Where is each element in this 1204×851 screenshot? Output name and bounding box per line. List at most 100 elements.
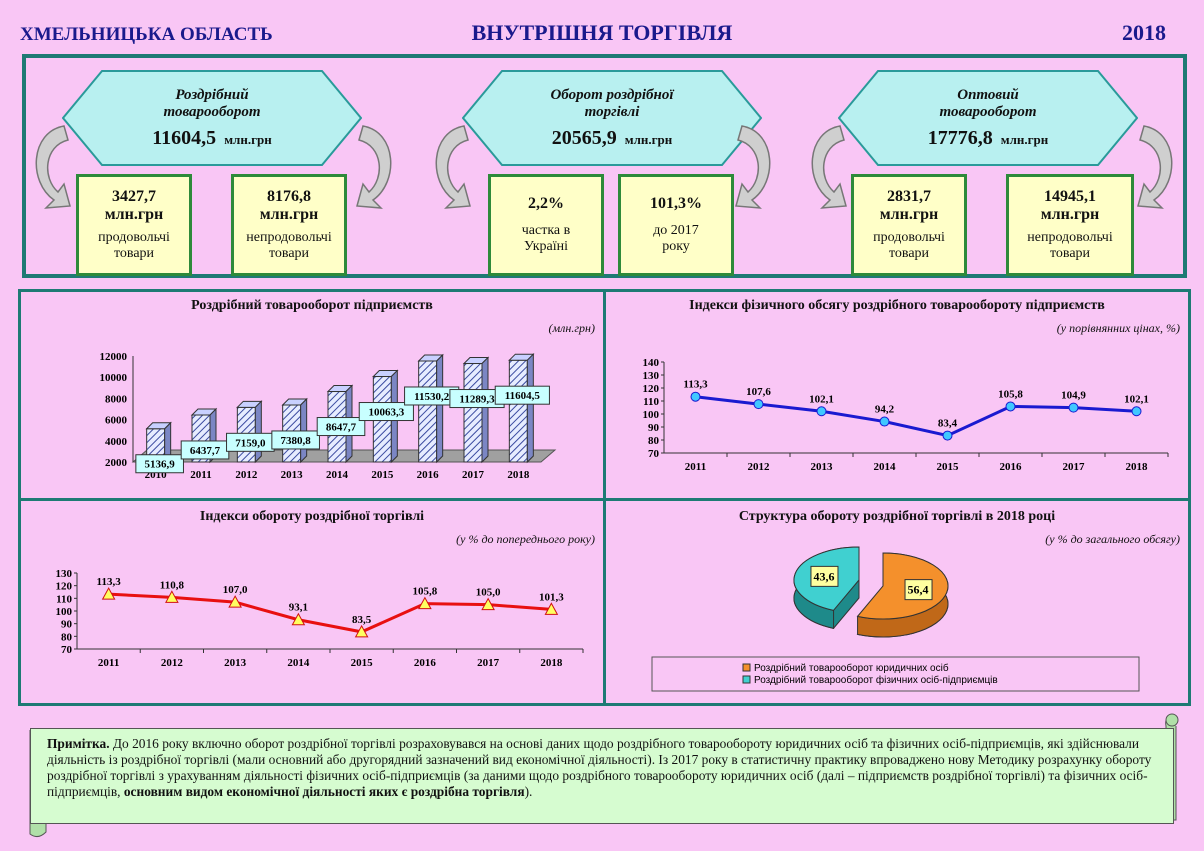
pie-chart: 56,4 43,6 Роздрібний товарооборот юридични… <box>651 546 1140 692</box>
data-label: 107,6 <box>746 386 771 398</box>
hex-value: 20565,9 <box>551 126 617 149</box>
data-label: 11289,3 <box>459 394 495 406</box>
data-point <box>228 595 242 608</box>
data-point <box>354 624 369 638</box>
data-label: 43,6 <box>813 569 834 583</box>
data-label: 102,1 <box>809 393 834 405</box>
bar <box>508 359 528 463</box>
box-label: товари <box>1049 246 1091 261</box>
nonfood-wholesale-box: 14945,1 млн.грн непродовольчі товари <box>1006 174 1134 276</box>
data-label: 105,8 <box>998 388 1023 400</box>
data-label-box <box>494 385 550 405</box>
chart-unit: (у % до попереднього року) <box>456 532 595 546</box>
x-tick-label: 2016 <box>1000 461 1023 473</box>
x-tick-label: 2018 <box>507 469 530 481</box>
data-label: 10063,3 <box>368 407 404 419</box>
y-tick-label: 70 <box>648 448 660 460</box>
chart-title: Індекси обороту роздрібної торгівлі <box>199 509 425 524</box>
note-end: ). <box>524 784 533 799</box>
y-tick-label: 80 <box>648 435 660 447</box>
data-label: 11604,5 <box>505 390 541 402</box>
x-tick-label: 2017 <box>477 657 500 669</box>
data-point <box>816 406 827 417</box>
hex-retail-trade-turnover: Оборот роздрібної торгівлі 20565,9 млн.грн <box>462 70 762 166</box>
y-tick-label: 8000 <box>105 393 128 405</box>
box-unit: млн.грн <box>879 206 939 223</box>
year-label: 2018 <box>1122 20 1166 45</box>
data-label-box <box>358 402 414 422</box>
x-tick-label: 2018 <box>1126 461 1149 473</box>
box-label: продовольчі <box>98 230 170 245</box>
x-tick-label: 2017 <box>462 469 485 481</box>
box-label: Україні <box>524 239 568 254</box>
hex-value: 17776,8 <box>927 126 993 149</box>
data-label: 83,5 <box>352 614 372 626</box>
structure-pie-panel: Структура обороту роздрібної торгівлі в … <box>603 498 1191 706</box>
y-tick-label: 70 <box>61 644 73 656</box>
y-tick-label: 10000 <box>100 372 128 384</box>
y-tick-label: 80 <box>61 631 73 643</box>
data-label: 113,3 <box>683 379 708 391</box>
x-tick-label: 2012 <box>235 469 257 481</box>
data-point <box>1005 401 1016 412</box>
box-value: 3427,7 <box>112 188 156 205</box>
box-label: непродовольчі <box>246 230 332 245</box>
hex-retail-turnover: Роздрібний товарооборот 11604,5 млн.грн <box>62 70 362 166</box>
hex-title: Оптовий <box>957 86 1019 103</box>
data-point <box>101 587 116 600</box>
data-label: 11530,2 <box>414 391 450 403</box>
y-tick-label: 110 <box>56 593 72 605</box>
ukraine-share-box: 2,2% частка в Україні <box>488 174 604 276</box>
data-point <box>1068 402 1079 413</box>
legend-label: Роздрібний товарооборот юридичних осіб <box>754 662 949 674</box>
y-tick-label: 120 <box>56 581 73 593</box>
legend-swatch <box>742 675 751 684</box>
box-unit: млн.грн <box>104 206 164 223</box>
x-tick-label: 2011 <box>685 461 706 473</box>
x-tick-label: 2012 <box>161 657 184 669</box>
y-tick-label: 6000 <box>105 415 128 427</box>
x-tick-label: 2016 <box>417 469 440 481</box>
x-tick-label: 2011 <box>98 657 119 669</box>
y-tick-label: 90 <box>61 619 73 631</box>
hex-value: 11604,5 <box>152 126 217 149</box>
data-label: 105,0 <box>476 587 501 599</box>
series-line <box>108 592 552 634</box>
series-line <box>695 395 1137 438</box>
legend-swatch <box>742 663 751 672</box>
y-tick-label: 130 <box>56 568 73 580</box>
y-tick-label: 100 <box>56 606 73 618</box>
x-tick-label: 2013 <box>281 469 304 481</box>
x-tick-label: 2011 <box>190 469 211 481</box>
data-point <box>291 612 306 626</box>
box-label: товари <box>113 246 155 261</box>
data-point <box>942 430 953 441</box>
curved-arrow-icon <box>735 125 771 209</box>
data-label: 102,1 <box>1124 393 1149 405</box>
note-emphasis: основним видом економічної діяльності як… <box>123 784 525 799</box>
hex-subtitle: товарооборот <box>939 103 1037 120</box>
x-tick-label: 2013 <box>224 657 247 669</box>
note-text: До 2016 року включно оборот роздрібної т… <box>47 736 1152 799</box>
data-point <box>418 596 432 610</box>
hex-title: Оборот роздрібної <box>550 86 674 103</box>
data-label-box <box>271 430 320 450</box>
data-label: 93,1 <box>289 602 308 614</box>
bar <box>418 360 438 463</box>
data-label: 56,4 <box>908 583 929 597</box>
box-unit: млн.грн <box>259 206 319 223</box>
hex-subtitle: товарооборот <box>163 103 261 120</box>
x-tick-label: 2015 <box>937 461 960 473</box>
data-label: 83,4 <box>938 418 958 430</box>
x-tick-label: 2015 <box>351 657 374 669</box>
trade-index-chart-panel: Індекси обороту роздрібної торгівлі (у %… <box>18 498 606 706</box>
chart-title: Індекси фізичного обсягу роздрібного тов… <box>689 298 1105 313</box>
x-tick-label: 2012 <box>748 461 771 473</box>
data-label: 7159,0 <box>235 437 266 449</box>
data-point <box>753 399 764 410</box>
y-tick-label: 100 <box>643 409 660 421</box>
data-label-box <box>810 565 839 587</box>
y-tick-label: 130 <box>643 370 660 382</box>
